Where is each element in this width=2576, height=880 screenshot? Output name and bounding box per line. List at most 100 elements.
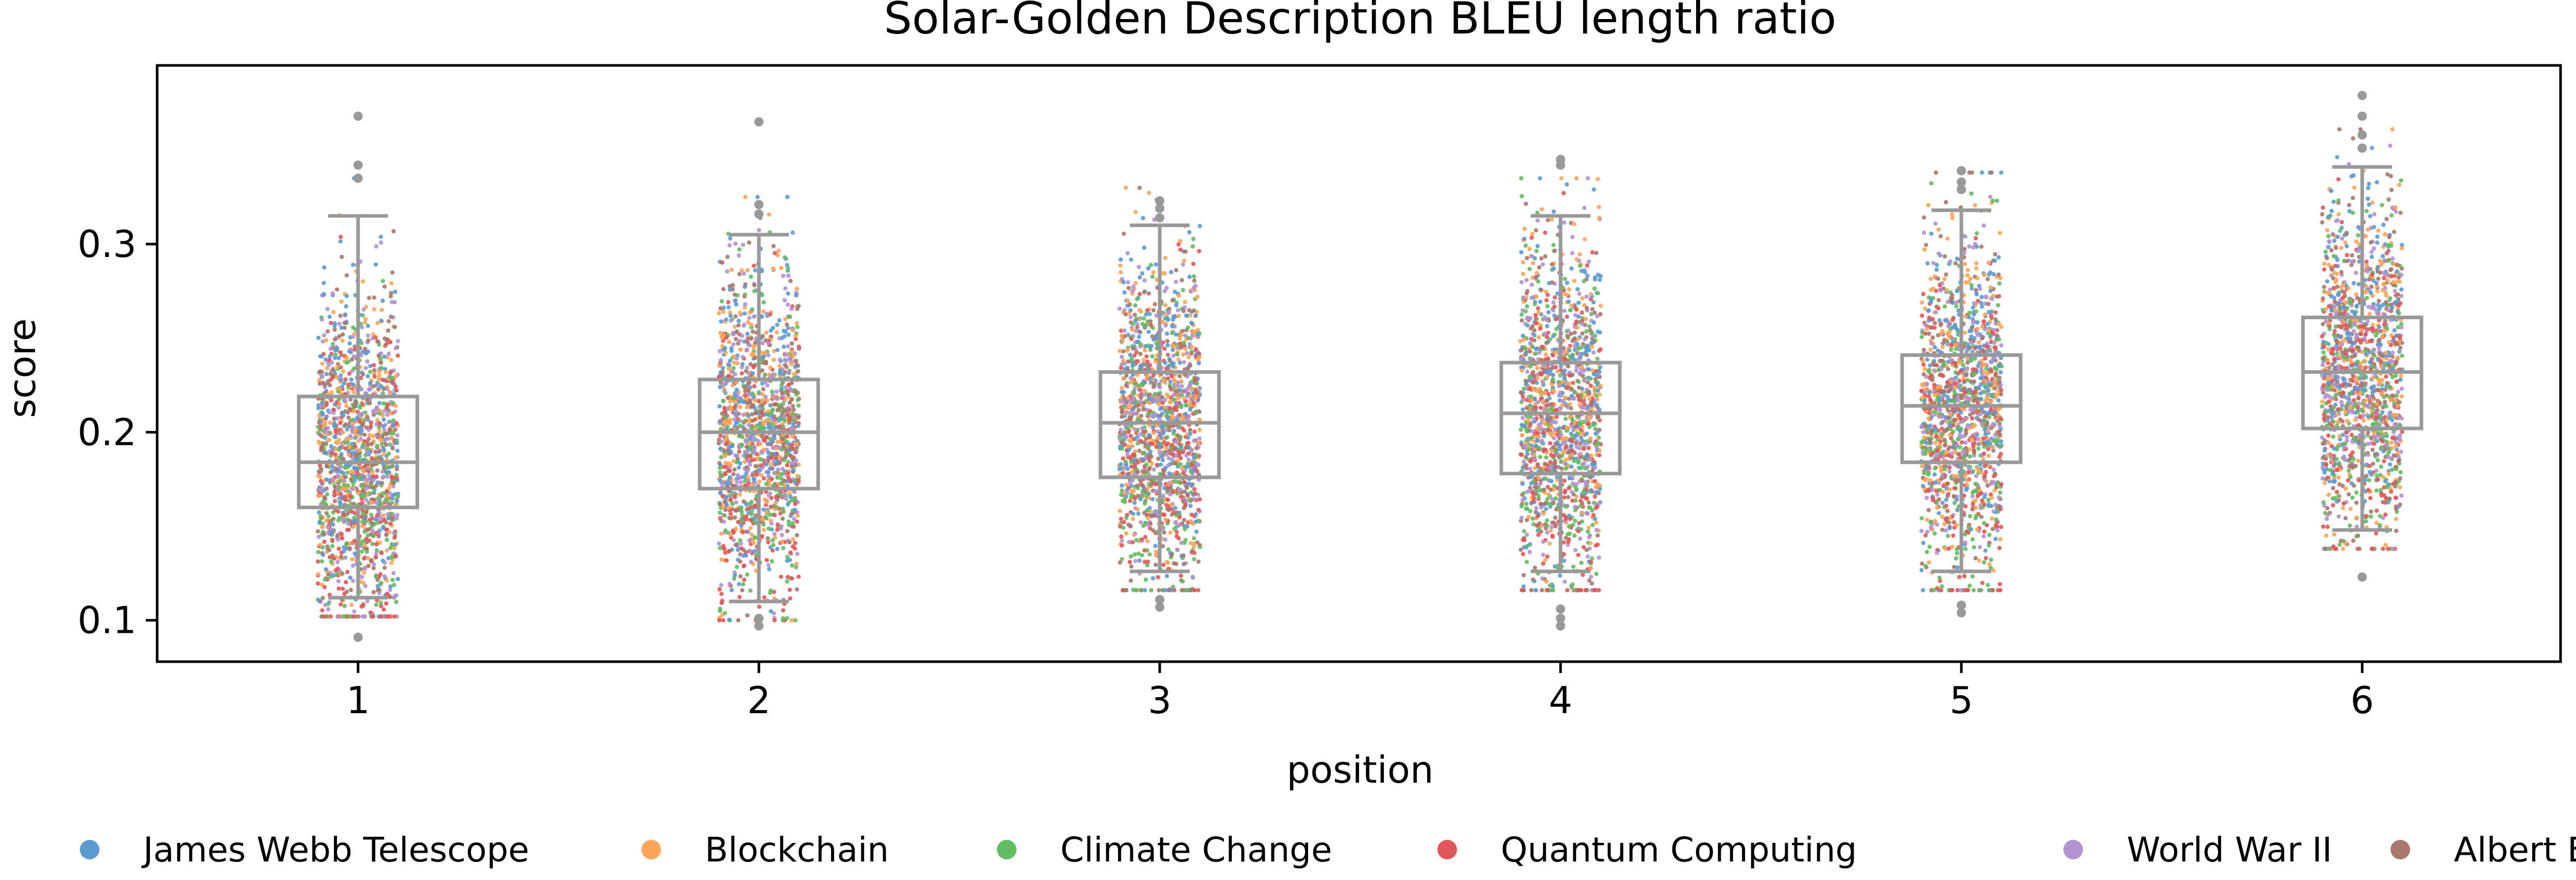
strip-point	[316, 424, 320, 429]
strip-point	[1574, 368, 1579, 373]
strip-point	[1582, 205, 1587, 210]
strip-point	[1164, 331, 1170, 336]
strip-point	[1149, 483, 1154, 488]
strip-point	[728, 532, 733, 537]
strip-point	[395, 441, 399, 445]
strip-point	[337, 515, 342, 521]
strip-point	[332, 417, 336, 421]
strip-point	[1137, 185, 1142, 190]
strip-point	[736, 547, 740, 553]
strip-point	[342, 603, 347, 609]
strip-point	[1171, 348, 1175, 352]
strip-point	[772, 251, 777, 255]
strip-point	[1527, 247, 1532, 251]
strip-group-1	[315, 176, 400, 619]
strip-point	[1128, 439, 1133, 444]
strip-point	[332, 435, 337, 439]
strip-point	[717, 349, 722, 354]
strip-point	[382, 452, 386, 457]
strip-point	[319, 317, 324, 322]
strip-point	[376, 496, 381, 501]
strip-point	[345, 470, 350, 475]
strip-point	[1166, 547, 1171, 552]
strip-point	[1163, 323, 1168, 328]
strip-point	[1189, 550, 1194, 555]
strip-point	[347, 444, 352, 448]
strip-point	[385, 498, 390, 503]
strip-point	[775, 396, 779, 401]
strip-point	[352, 551, 358, 556]
strip-point	[776, 467, 781, 472]
strip-point	[794, 533, 800, 538]
strip-point	[1133, 588, 1139, 593]
strip-point	[794, 565, 799, 570]
strip-point	[735, 564, 739, 570]
strip-point	[719, 319, 723, 324]
strip-point	[785, 529, 790, 533]
strip-point	[783, 286, 788, 291]
strip-point	[796, 424, 801, 428]
strip-point	[361, 488, 365, 493]
strip-point	[351, 519, 356, 524]
strip-point	[365, 528, 370, 532]
strip-point	[368, 381, 372, 385]
strip-point	[1190, 321, 1195, 326]
strip-point	[340, 486, 345, 491]
strip-point	[775, 475, 780, 480]
strip-point	[374, 484, 379, 488]
strip-point	[330, 544, 335, 548]
strip-point	[744, 444, 749, 449]
strip-point	[1177, 515, 1182, 520]
strip-point	[1136, 339, 1141, 344]
strip-point	[725, 254, 730, 260]
strip-point	[317, 441, 322, 446]
strip-point	[1142, 548, 1147, 553]
strip-point	[1524, 278, 1529, 283]
strip-point	[1187, 355, 1191, 359]
strip-point	[765, 558, 769, 562]
strip-point	[371, 409, 376, 413]
strip-point	[774, 389, 779, 394]
strip-point	[344, 546, 349, 551]
strip-point	[1130, 398, 1135, 403]
strip-point	[782, 372, 786, 376]
strip-point	[1170, 512, 1174, 517]
strip-point	[1135, 435, 1140, 439]
strip-point	[753, 411, 758, 416]
strip-point	[1181, 499, 1186, 504]
strip-point	[322, 382, 327, 387]
strip-point	[748, 462, 753, 467]
strip-point	[786, 344, 790, 349]
strip-point	[740, 588, 744, 593]
strip-point	[354, 449, 359, 454]
strip-point	[1187, 481, 1192, 486]
strip-point	[326, 514, 331, 519]
strip-point	[330, 469, 335, 473]
strip-point	[375, 339, 380, 343]
strip-point	[1196, 588, 1200, 593]
strip-point	[392, 614, 397, 619]
strip-point	[1186, 336, 1191, 340]
strip-point	[768, 365, 773, 370]
strip-point	[1194, 410, 1198, 415]
strip-point	[1183, 249, 1188, 254]
strip-point	[727, 617, 732, 622]
strip-point	[1129, 356, 1134, 361]
strip-point	[788, 315, 792, 319]
strip-point	[1174, 280, 1178, 284]
strip-point	[367, 401, 372, 405]
strip-point	[317, 493, 322, 498]
strip-point	[795, 324, 800, 330]
strip-point	[1590, 523, 1595, 527]
plot-area	[297, 91, 2424, 642]
strip-point	[787, 370, 791, 375]
strip-point	[1162, 347, 1167, 351]
strip-point	[1146, 330, 1151, 334]
strip-point	[733, 495, 737, 499]
strip-point	[768, 437, 773, 441]
strip-point	[788, 387, 792, 391]
strip-point	[1117, 349, 1122, 353]
strip-point	[1562, 558, 1566, 563]
strip-point	[742, 419, 747, 424]
strip-point	[350, 455, 355, 460]
